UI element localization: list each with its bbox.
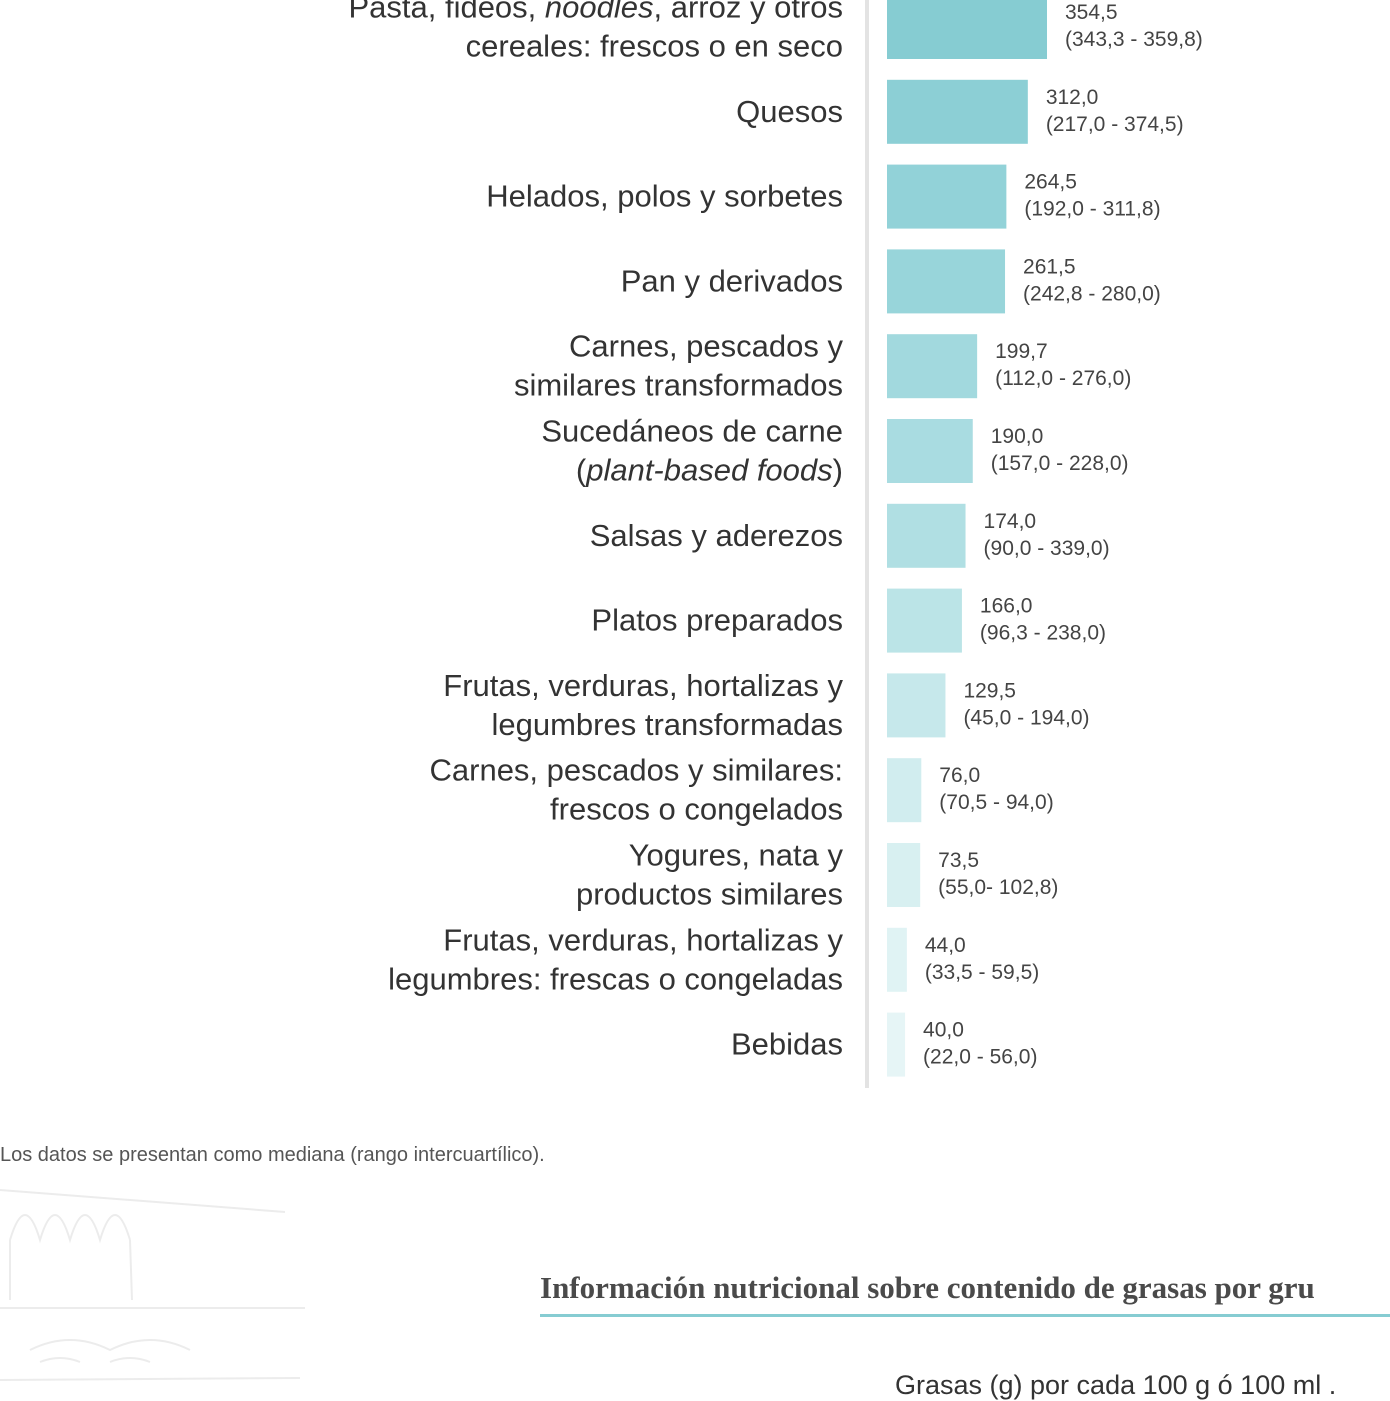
category-label: Carnes, pescados y [569,329,843,364]
bar [887,1012,906,1077]
bar-value-label: 312,0 [1046,86,1099,109]
category-label: Carnes, pescados y similares: [430,753,844,788]
category-label: productos similares [576,877,843,912]
bar-value-label: 76,0 [939,764,980,787]
bar-value-label: 73,5 [938,849,979,872]
category-label: Platos preparados [591,603,843,638]
bar-chart: 354,5 (343,3 - 359,8) Pasta, fideos, noodl… [348,0,1203,1088]
category-label: Frutas, verduras, hortalizas y [443,668,843,703]
bar [887,0,1047,59]
category-label: Sucedáneos de carne [541,414,843,449]
category-label: Frutas, verduras, hortalizas y [443,922,843,957]
bar [887,503,966,568]
bar-value-label: 264,5 [1024,171,1077,194]
section-title: Información nutricional sobre contenido … [540,1270,1315,1305]
category-label: legumbres transformadas [492,707,844,742]
bar [887,334,978,399]
bar-range-label: (55,0- 102,8) [938,876,1058,899]
category-label: legumbres: frescas o congeladas [388,961,843,996]
section-title-underline [540,1314,1390,1317]
section-subtitle: Grasas (g) por cada 100 g ó 100 ml . [895,1370,1337,1400]
chart-footnote: Los datos se presentan como mediana (ran… [0,1144,545,1166]
bar [887,419,973,483]
category-label: Yogures, nata y [629,838,844,873]
bar [887,673,946,738]
bar [887,249,1006,314]
bar-range-label: (192,0 - 311,8) [1024,198,1160,221]
bar-range-label: (33,5 - 59,5) [925,961,1039,984]
bar-value-label: 174,0 [984,510,1037,533]
decorative-sketch [0,1189,305,1381]
category-label: Bebidas [731,1027,843,1062]
bar-range-label: (45,0 - 194,0) [963,706,1089,729]
bar-value-label: 199,7 [995,340,1048,363]
bar [887,79,1028,144]
bar-range-label: (22,0 - 56,0) [923,1046,1037,1069]
category-label: (plant-based foods) [576,453,843,488]
bar-range-label: (90,0 - 339,0) [984,537,1110,560]
bar-value-label: 44,0 [925,934,966,957]
bar-value-label: 129,5 [963,679,1016,702]
bar-range-label: (343,3 - 359,8) [1065,28,1203,51]
bar-range-label: (242,8 - 280,0) [1023,282,1161,305]
bar [887,927,907,992]
bar-value-label: 190,0 [991,425,1044,448]
category-label: Pan y derivados [621,263,843,298]
bar-range-label: (96,3 - 238,0) [980,622,1106,645]
bar [887,164,1007,229]
category-label: cereales: frescos o en seco [466,29,843,64]
category-label: Pasta, fideos, noodles, arroz y otros [348,0,843,25]
bar-range-label: (217,0 - 374,5) [1046,113,1184,136]
bar-value-label: 40,0 [923,1019,964,1042]
bar [887,758,922,823]
category-label: frescos o congelados [550,792,843,827]
bar-range-label: (70,5 - 94,0) [939,791,1053,814]
bar-value-label: 166,0 [980,595,1033,618]
bar-range-label: (112,0 - 276,0) [995,367,1131,390]
bar-range-label: (157,0 - 228,0) [991,452,1129,475]
bar [887,588,962,653]
category-label: similares transformados [514,368,843,403]
category-label: Quesos [736,94,843,129]
bar-value-label: 261,5 [1023,255,1076,278]
category-label: Salsas y aderezos [590,518,843,553]
bar-value-label: 354,5 [1065,1,1118,24]
bar [887,843,921,907]
category-label: Helados, polos y sorbetes [486,179,843,214]
